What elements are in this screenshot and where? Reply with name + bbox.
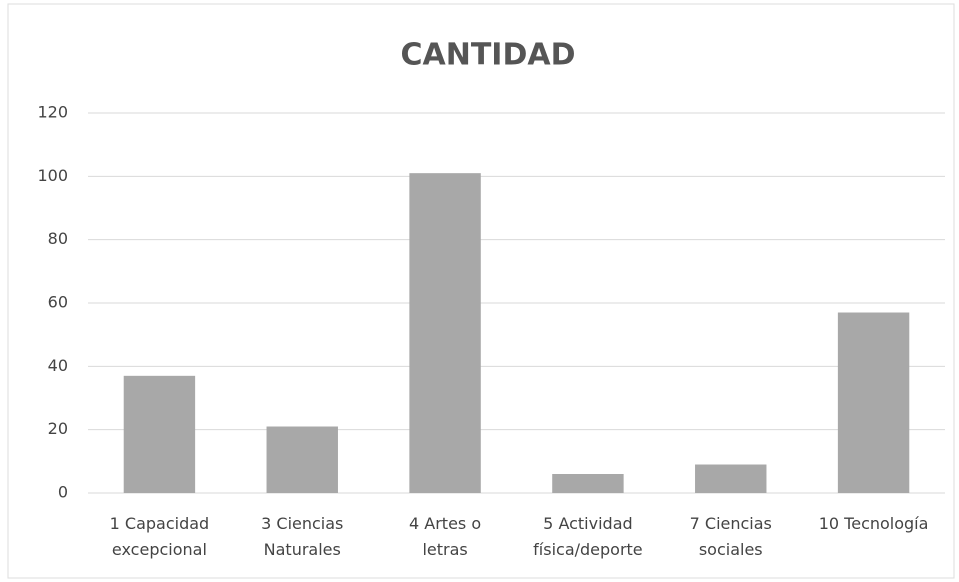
x-tick-label: 4 Artes o letras xyxy=(409,514,481,559)
bar xyxy=(123,375,196,493)
bar xyxy=(837,312,910,493)
x-tick-label: 1 Capacidad excepcional xyxy=(110,514,210,559)
x-tick-label: 10 Tecnología xyxy=(819,514,929,533)
bar xyxy=(266,426,338,493)
y-tick-label: 60 xyxy=(48,293,68,312)
y-tick-label: 120 xyxy=(37,103,68,122)
y-tick-label: 100 xyxy=(37,166,68,185)
y-tick-label: 20 xyxy=(48,419,68,438)
y-tick-label: 40 xyxy=(48,356,68,375)
x-tick-label: 7 Ciencias sociales xyxy=(690,514,772,559)
bar xyxy=(695,464,767,493)
chart-title: CANTIDAD xyxy=(401,38,576,73)
y-tick-label: 80 xyxy=(48,229,68,248)
bar xyxy=(552,474,624,493)
x-tick-label: 3 Ciencias Naturales xyxy=(261,514,343,559)
bar xyxy=(409,173,481,493)
y-tick-label: 0 xyxy=(58,483,68,502)
x-tick-label: 5 Actividad física/deporte xyxy=(533,514,643,559)
